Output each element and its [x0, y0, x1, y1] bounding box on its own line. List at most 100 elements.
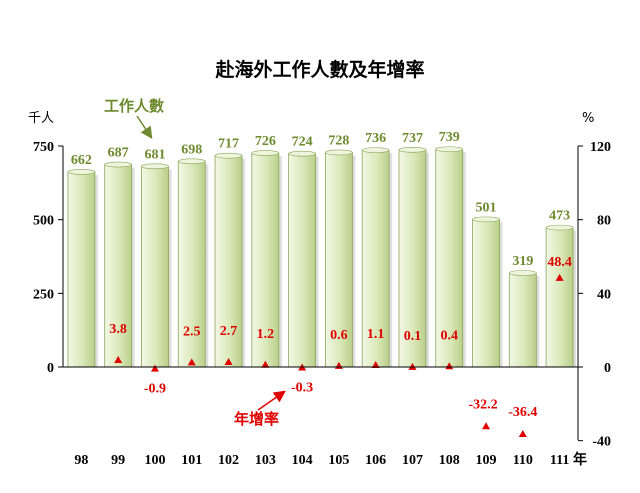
bar-cap [398, 147, 427, 153]
legend-growth-rate: 年增率 [234, 410, 279, 428]
right-tick-label: 120 [590, 140, 611, 155]
x-tick-label: 103 [255, 453, 276, 468]
bar-value-label: 726 [255, 134, 276, 149]
bar-value-label: 687 [108, 146, 129, 161]
right-axis-unit: % [582, 111, 594, 126]
rate-value-label: 48.4 [547, 255, 572, 270]
bar-cap [545, 224, 574, 231]
rate-value-label: -36.4 [508, 405, 537, 420]
legend-headcount: 工作人數 [104, 97, 164, 115]
bar [545, 227, 574, 368]
x-tick-label: 101 [181, 453, 202, 468]
x-tick-label: 102 [218, 453, 239, 468]
left-tick-label: 0 [47, 361, 54, 376]
rate-value-label: -32.2 [468, 397, 497, 412]
rate-value-label: -0.9 [144, 382, 166, 397]
x-tick-label: 99 [111, 453, 125, 468]
rate-marker [555, 273, 564, 281]
right-tick-label: 40 [597, 287, 611, 302]
bar-value-label: 473 [549, 209, 570, 224]
rate-value-label: 0.1 [404, 329, 422, 344]
bar-cap [214, 152, 243, 159]
bar [472, 218, 500, 368]
bar-value-label: 737 [402, 131, 423, 146]
bar-value-label: 728 [328, 133, 349, 148]
rate-marker [261, 360, 270, 368]
bar [324, 152, 353, 368]
rate-value-label: 2.5 [183, 324, 201, 339]
rate-value-label: 1.1 [367, 327, 385, 342]
left-tick-label: 500 [33, 214, 54, 229]
right-tick-label: -40 [592, 435, 611, 450]
bar [288, 153, 317, 368]
bar [104, 164, 133, 368]
right-axis-ticks: -40 0 40 80 120 [578, 140, 611, 450]
rate-marker [187, 358, 196, 366]
bar-value-label: 319 [512, 254, 533, 269]
legend-growth-rate-arrow [257, 390, 286, 411]
rate-marker [482, 422, 491, 430]
bar [67, 171, 96, 368]
left-tick-label: 250 [33, 287, 54, 302]
left-tick-label: 750 [33, 140, 54, 155]
x-tick-label: 100 [144, 453, 165, 468]
x-tick-label: 98 [74, 453, 88, 468]
right-tick-label: 80 [597, 214, 611, 229]
rate-marker [150, 364, 159, 372]
bar [361, 149, 390, 368]
bar-value-label: 501 [476, 200, 497, 215]
bar [141, 165, 169, 368]
chart-title: 赴海外工作人數及年增率 [214, 58, 424, 81]
x-tick-label: 109 [476, 453, 497, 468]
rate-marker [114, 356, 123, 364]
rate-marker [445, 362, 454, 370]
rate-marker [408, 362, 417, 370]
bar-value-label: 681 [144, 147, 165, 162]
x-tick-label: 111 [550, 453, 569, 468]
x-tick-label: 106 [365, 453, 386, 468]
x-axis-ticks: 98 99 100 101 102 103 104 105 106 107 108 109 110 111 [74, 453, 569, 468]
bar-value-label: 736 [365, 131, 386, 146]
bar-cap [472, 216, 500, 223]
bar-value-label: 662 [71, 153, 92, 168]
rate-value-label: 0.6 [330, 328, 348, 343]
bar-cap [104, 161, 132, 168]
rate-marker [518, 430, 527, 438]
bar [508, 272, 537, 368]
x-tick-label: 104 [292, 453, 313, 468]
right-tick-label: 0 [604, 361, 611, 376]
bar-cap [141, 163, 169, 170]
bar-cap [325, 149, 353, 156]
x-tick-label: 108 [439, 453, 460, 468]
bar [177, 160, 206, 368]
rate-value-label: 2.7 [220, 324, 238, 339]
rate-value-label: 1.2 [257, 327, 275, 342]
bar-cap [361, 147, 390, 153]
bar-value-label: 724 [292, 135, 313, 150]
x-tick-label: 105 [328, 453, 349, 468]
bar [398, 149, 427, 368]
bar-value-label: 698 [181, 142, 202, 157]
x-axis-unit: 年 [573, 451, 587, 468]
bar-cap [435, 146, 464, 153]
left-axis-unit: 千人 [28, 111, 54, 126]
rate-value-labels: 3.8 -0.9 2.5 2.7 1.2 -0.3 0.6 1.1 0.1 0.4 -32.2 -36… [109, 255, 571, 420]
bar-cap [509, 270, 537, 276]
bar-cap [177, 158, 206, 165]
bar-cap [251, 150, 280, 156]
rate-value-label: -0.3 [291, 381, 313, 396]
rate-marker [371, 360, 380, 368]
rate-value-label: 3.8 [109, 322, 127, 337]
bar-value-label: 717 [218, 137, 239, 152]
bars [67, 146, 577, 368]
bar-cap [288, 150, 316, 157]
left-axis-ticks: 0 250 500 750 [33, 140, 63, 376]
bar-value-labels: 662 687 681 698 717 726 724 728 736 737 739 501 319 4… [71, 130, 570, 269]
x-tick-label: 107 [402, 453, 423, 468]
x-tick-label: 110 [513, 453, 533, 468]
legend-headcount-arrow [136, 115, 153, 139]
bar [251, 152, 280, 368]
rate-value-label: 0.4 [441, 328, 459, 343]
bar-value-label: 739 [439, 130, 460, 145]
